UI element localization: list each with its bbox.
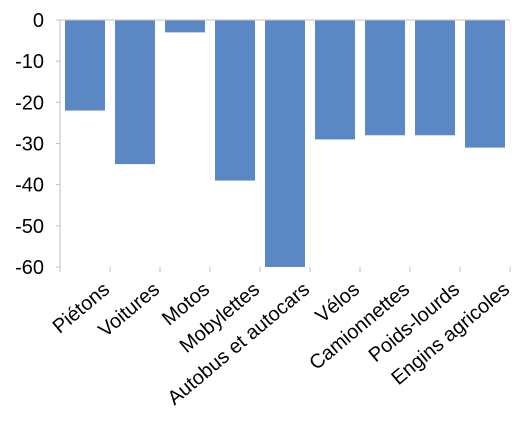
y-axis: 0 -10 -20 -30 -40 -50 -60 bbox=[15, 10, 61, 279]
y-tick-label: -40 bbox=[15, 175, 44, 197]
y-tick-label: -50 bbox=[15, 216, 44, 238]
bars bbox=[65, 20, 505, 267]
bar-8 bbox=[465, 20, 505, 148]
bar-1 bbox=[115, 20, 155, 165]
bar-5 bbox=[315, 20, 355, 140]
bar-3 bbox=[215, 20, 255, 181]
bar-7 bbox=[415, 20, 455, 136]
y-tick-label: -60 bbox=[15, 257, 44, 279]
bar-2 bbox=[165, 20, 205, 33]
bar-6 bbox=[365, 20, 405, 136]
bar-0 bbox=[65, 20, 105, 111]
y-tick-label: -30 bbox=[15, 134, 44, 156]
bar-4 bbox=[265, 20, 305, 267]
y-tick-label: -20 bbox=[15, 92, 44, 114]
y-tick-label: -10 bbox=[15, 51, 44, 73]
y-tick-label: 0 bbox=[33, 10, 44, 32]
